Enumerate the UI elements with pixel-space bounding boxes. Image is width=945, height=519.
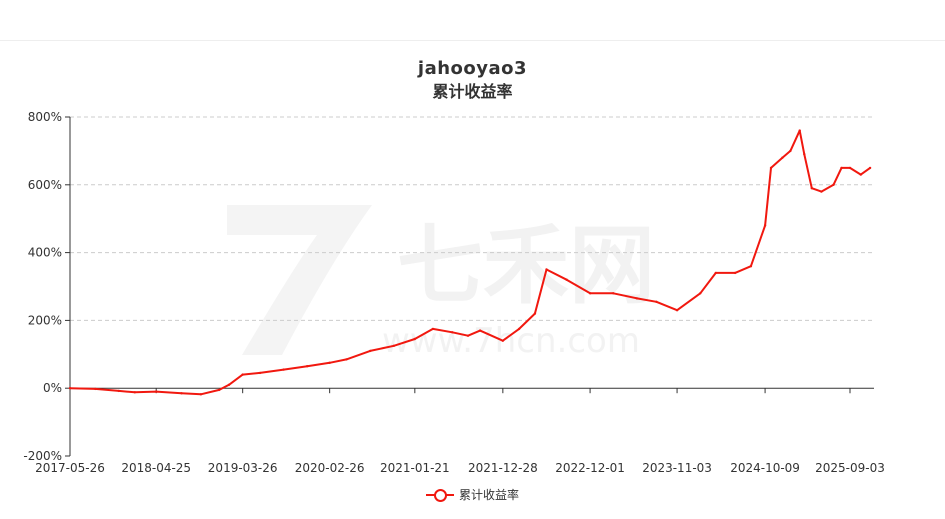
- legend[interactable]: 累计收益率: [426, 486, 519, 503]
- data-point: [133, 391, 136, 394]
- data-point: [282, 368, 285, 371]
- x-tick-label: 2023-11-03: [642, 461, 712, 475]
- x-tick-label: 2019-03-26: [208, 461, 278, 475]
- data-point: [803, 153, 806, 156]
- data-point: [227, 383, 231, 386]
- data-point: [94, 387, 97, 391]
- series-line: [69, 129, 871, 396]
- data-point: [868, 166, 872, 170]
- x-tick-label: 2025-09-03: [815, 461, 885, 475]
- data-point: [241, 373, 244, 376]
- data-point: [369, 349, 372, 353]
- data-point: [392, 344, 396, 347]
- data-point: [451, 331, 454, 334]
- y-tick-label: 600%: [28, 178, 62, 192]
- chart-title: jahooyao3: [417, 58, 528, 79]
- data-point: [781, 156, 784, 159]
- data-point: [155, 390, 158, 393]
- y-tick-label: 400%: [28, 246, 62, 260]
- data-point: [733, 271, 737, 275]
- data-point: [466, 334, 470, 337]
- data-point: [218, 388, 221, 392]
- chart-subtitle: 累计收益率: [432, 82, 513, 101]
- data-point: [199, 393, 203, 396]
- data-point: [68, 387, 72, 390]
- data-point: [478, 329, 482, 332]
- legend-label: 累计收益率: [459, 488, 520, 502]
- data-point: [588, 292, 592, 295]
- data-point: [258, 371, 262, 375]
- data-point: [612, 292, 615, 295]
- data-point: [501, 339, 504, 342]
- data-point: [789, 149, 792, 153]
- data-point: [848, 166, 852, 170]
- x-tick-label: 2017-05-26: [35, 461, 105, 475]
- y-tick-label: 800%: [28, 110, 62, 124]
- data-point: [749, 265, 753, 268]
- x-tick-label: 2021-01-21: [380, 461, 450, 475]
- top-divider: [0, 40, 945, 41]
- data-point: [565, 278, 568, 281]
- data-point: [517, 327, 521, 331]
- y-tick-label: -200%: [23, 449, 62, 463]
- data-point: [306, 365, 309, 368]
- data-point: [545, 268, 548, 271]
- data-point: [798, 129, 801, 132]
- x-tick-label: 2024-10-09: [730, 461, 800, 475]
- data-point: [840, 166, 843, 170]
- legend-line-marker-icon: [426, 488, 454, 502]
- x-tick-label: 2022-12-01: [555, 461, 625, 475]
- x-tick-label: 2020-02-26: [295, 461, 365, 475]
- data-point: [655, 300, 658, 303]
- x-tick-label: 2018-04-25: [121, 461, 191, 475]
- data-point: [675, 309, 679, 312]
- data-point: [431, 327, 435, 331]
- data-point: [763, 224, 767, 227]
- data-point: [328, 361, 331, 364]
- data-point: [832, 183, 835, 186]
- y-tick-label: 200%: [28, 313, 62, 327]
- data-point: [180, 392, 183, 395]
- x-tick-label: 2021-12-28: [468, 461, 538, 475]
- data-point: [345, 358, 348, 361]
- data-point: [533, 312, 537, 315]
- data-point: [117, 389, 121, 393]
- data-point: [714, 271, 717, 275]
- data-point: [820, 190, 823, 193]
- data-point: [859, 173, 862, 176]
- y-tick-label: 0%: [43, 381, 62, 395]
- data-point: [413, 337, 416, 341]
- data-point: [699, 292, 702, 295]
- data-point: [810, 187, 813, 190]
- data-point: [635, 297, 639, 300]
- data-point: [769, 166, 773, 170]
